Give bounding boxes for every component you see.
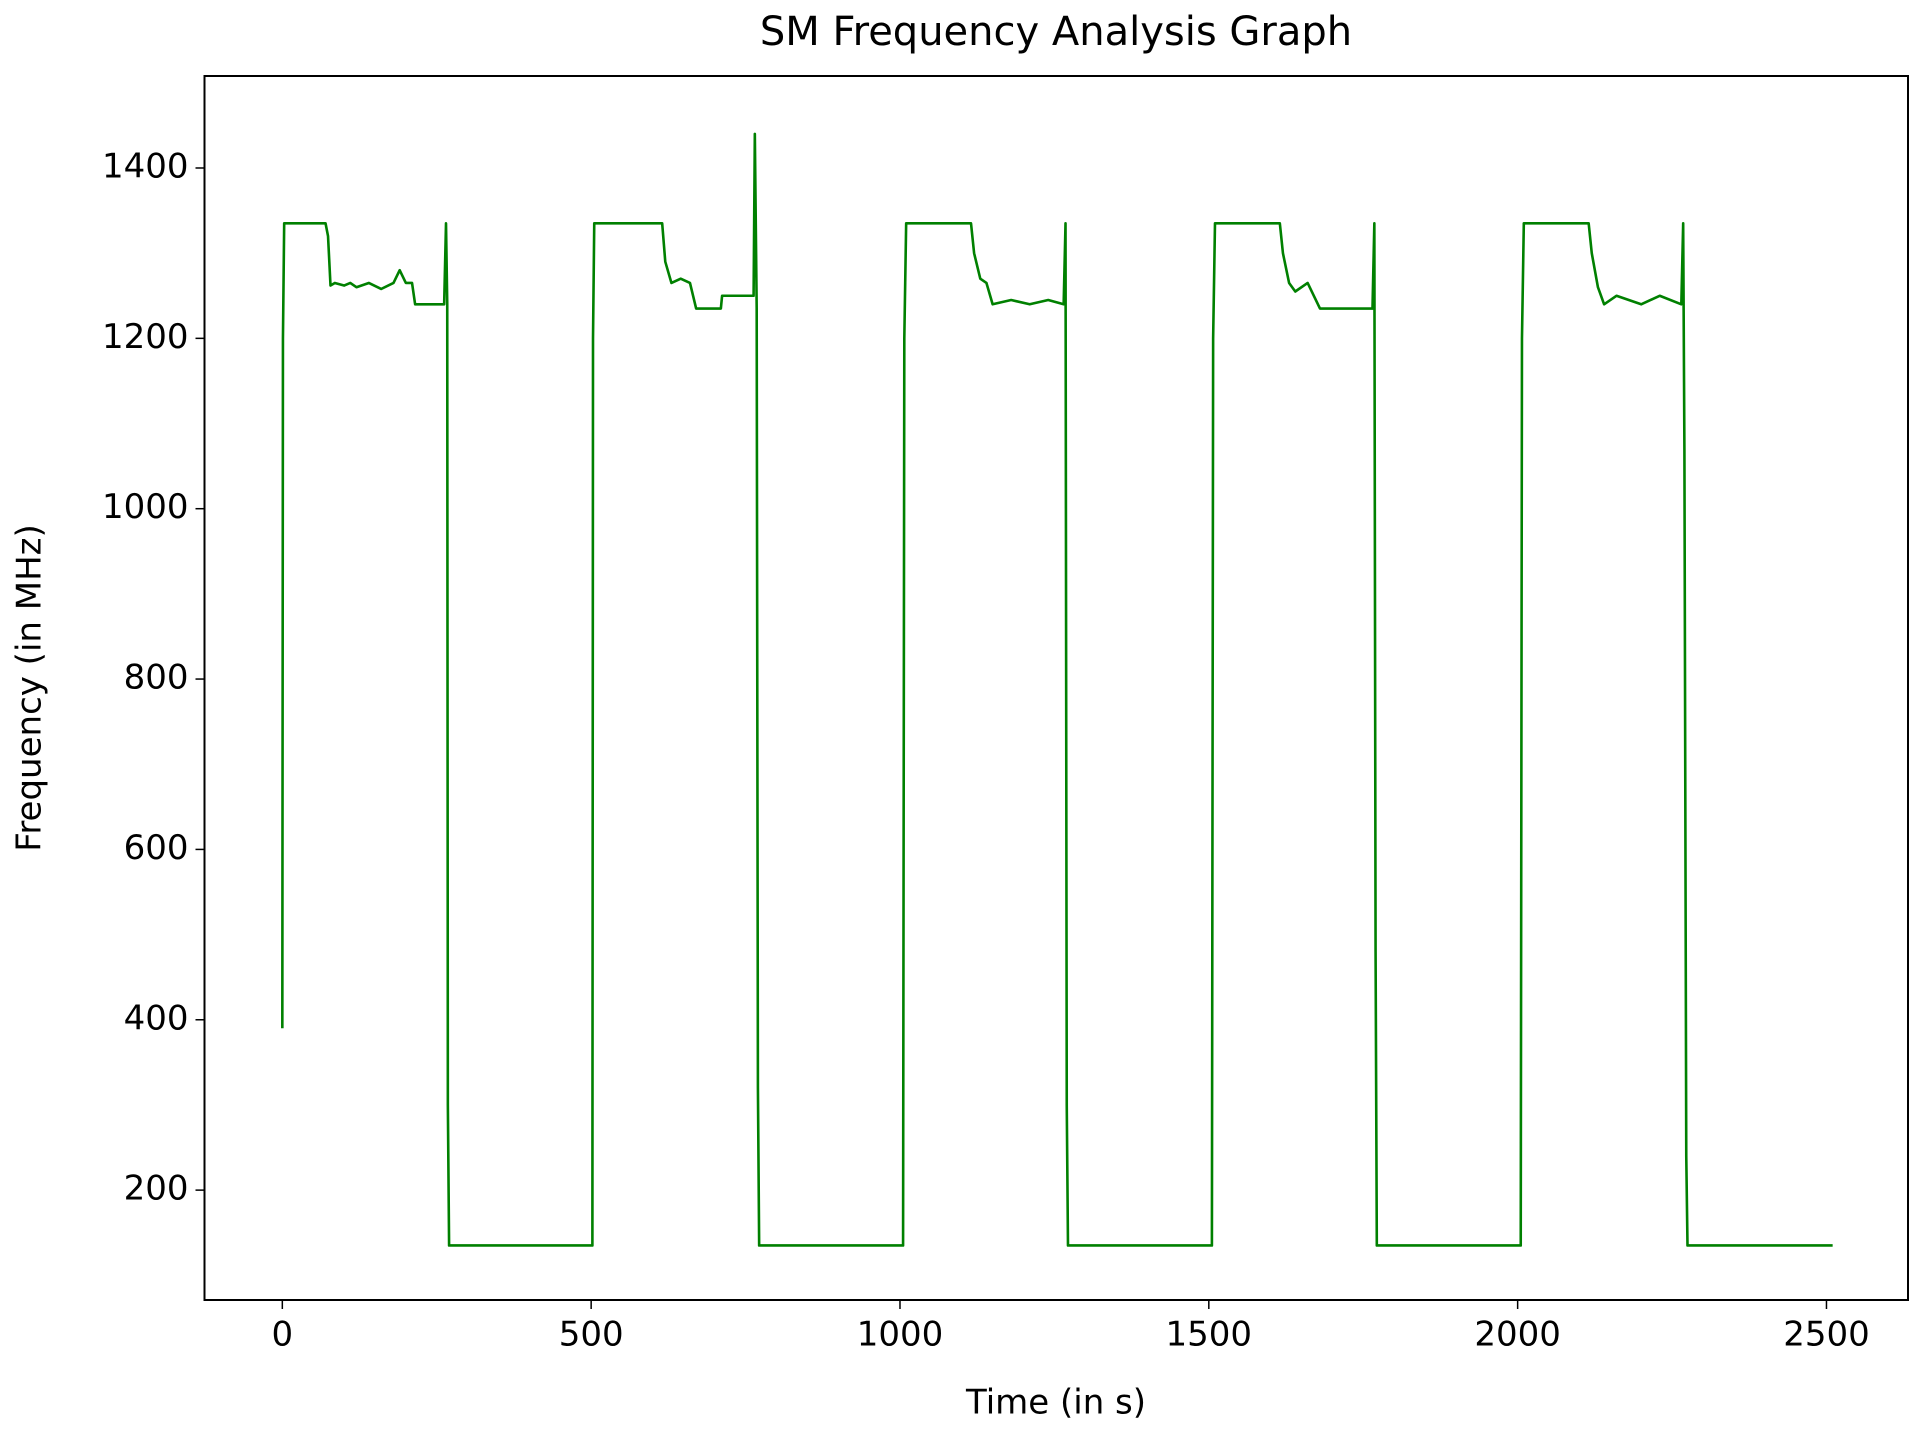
y-tick-label: 1400 [102,146,189,186]
data-line [281,132,1833,1247]
x-tick-label: 1000 [857,1315,944,1355]
y-tick-label: 1000 [102,487,189,527]
chart-title: SM Frequency Analysis Graph [760,9,1352,55]
y-tick-label: 600 [124,828,189,868]
x-tick-label: 2500 [1783,1315,1870,1355]
x-tick-label: 500 [559,1315,624,1355]
x-tick-label: 0 [272,1315,294,1355]
y-tick-label: 200 [124,1169,189,1209]
y-tick-label: 400 [124,998,189,1038]
y-tick-label: 1200 [102,317,189,357]
y-tick-label: 800 [124,658,189,698]
y-axis-label: Frequency (in MHz) [10,524,50,852]
x-tick-label: 2000 [1474,1315,1561,1355]
plot-frame [203,75,1909,1301]
x-axis-label: Time (in s) [965,1383,1146,1423]
x-tick-label: 1500 [1166,1315,1253,1355]
